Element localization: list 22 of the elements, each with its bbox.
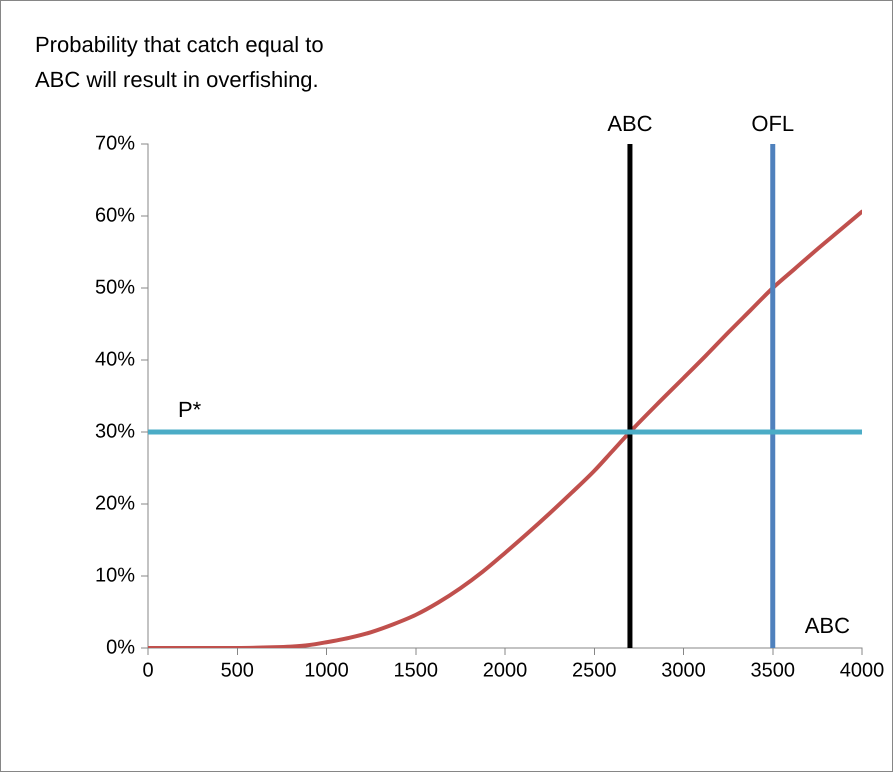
y-tick-label: 0% [106,636,136,659]
x-tick-label: 500 [220,660,254,682]
x-tick-label: 4000 [840,660,884,682]
x-tick-label: 2500 [572,660,616,682]
y-tick-label: 30% [94,420,136,443]
x-tick-label: 1000 [304,660,349,682]
ref-line-label: P* [178,397,202,422]
x-axis-title: ABC [804,613,850,638]
x-tick-label: 0 [142,660,154,682]
x-tick-label: 1500 [394,660,438,682]
x-tick-label: 2000 [482,660,528,682]
y-tick-label: 40% [94,348,136,371]
ref-line-label: ABC [607,111,653,136]
ref-line-label: OFL [751,111,794,136]
chart-title: Probability that catch equal to ABC will result in overfishing. [35,32,324,92]
y-tick-label: 70% [94,132,136,155]
x-tick-label: 3500 [750,660,795,682]
y-tick-label: 20% [94,492,136,515]
x-tick-label: 3000 [661,660,706,682]
y-tick-label: 10% [94,564,136,587]
y-tick-label: 60% [94,204,136,227]
y-tick-label: 50% [94,276,136,299]
